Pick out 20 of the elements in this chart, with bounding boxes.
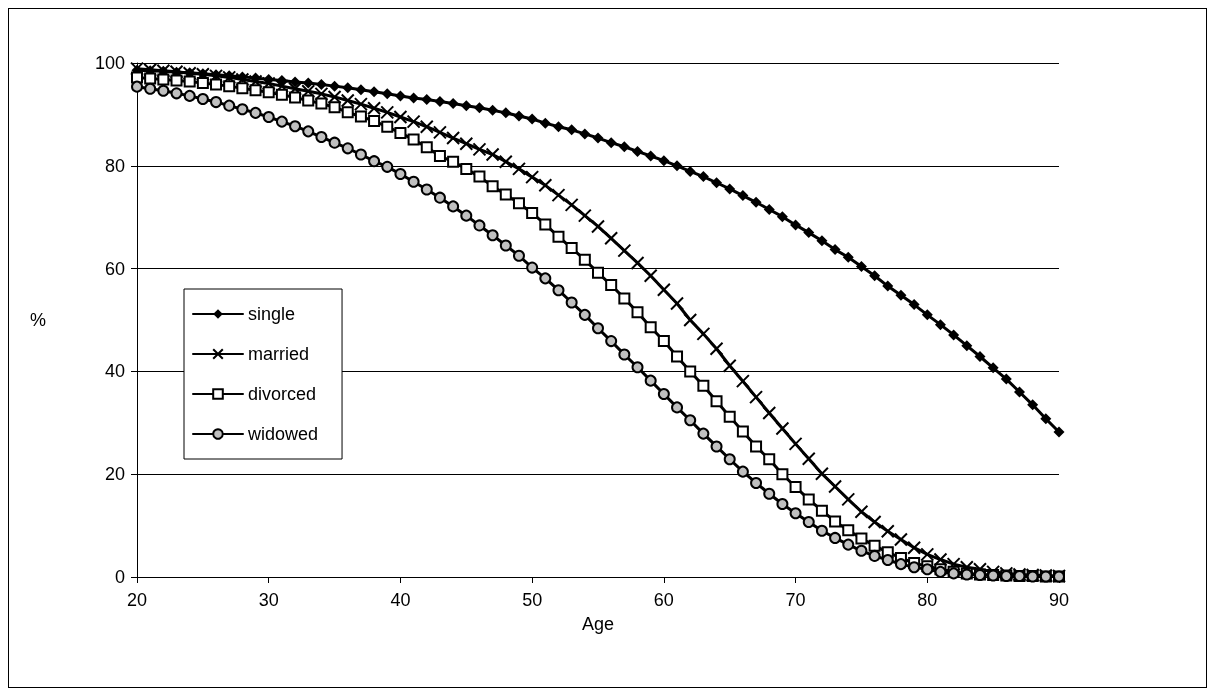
x-tick-label: 60 (653, 590, 674, 610)
x-axis-title: Age (581, 614, 615, 634)
x-tick-label: 20 (126, 590, 148, 610)
x-tick-label: 30 (258, 590, 279, 610)
legend-label: widowed (247, 424, 319, 444)
y-tick-label: 100 (94, 53, 125, 73)
x-tick-label: 70 (785, 590, 806, 610)
y-tick-label: 60 (104, 258, 125, 279)
y-tick-label: 80 (104, 155, 125, 176)
y-tick-label: 40 (104, 361, 125, 382)
x-tick-label: 50 (522, 590, 543, 610)
legend-label: single (248, 304, 296, 324)
legend-label: married (248, 344, 310, 364)
y-tick-label: 0 (114, 567, 125, 587)
y-tick-label: 20 (104, 464, 125, 485)
x-tick-label: 40 (390, 590, 411, 610)
legend-label: divorced (248, 384, 317, 404)
x-tick-label: 80 (917, 590, 938, 610)
y-axis-title: % (29, 310, 46, 330)
x-tick-label: 90 (1048, 590, 1070, 610)
